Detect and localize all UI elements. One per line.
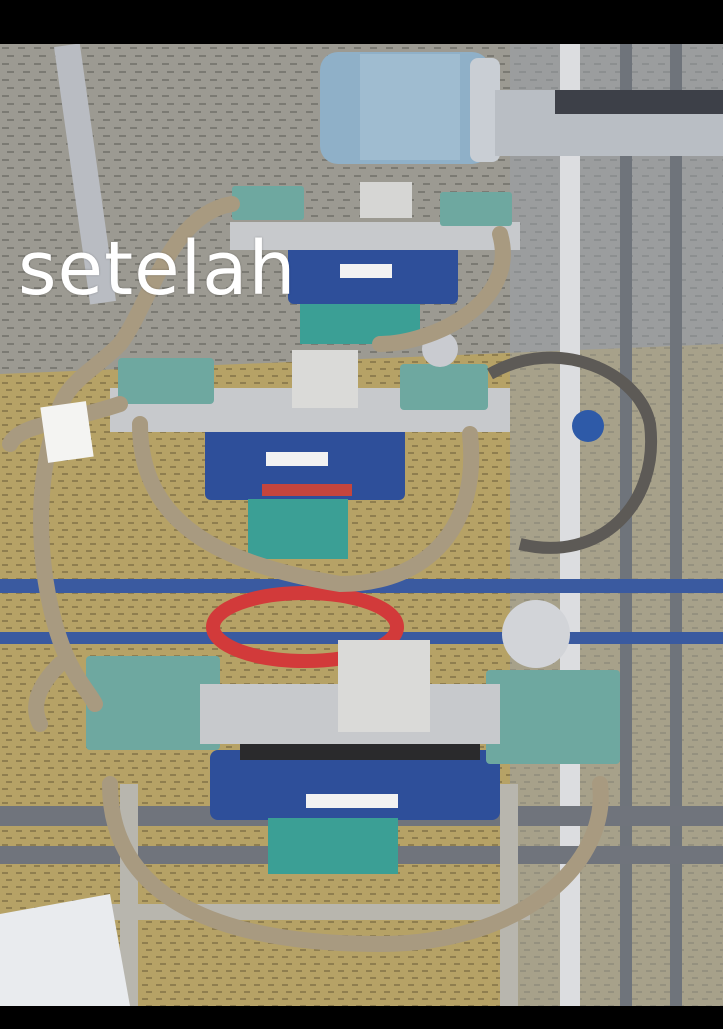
bottom-black-bar <box>0 1006 723 1029</box>
top-black-bar <box>0 0 723 44</box>
valve-assembly-photo <box>0 44 723 1006</box>
photo <box>0 44 723 1006</box>
blue-flange <box>572 410 604 442</box>
white-sack <box>0 894 130 1006</box>
base-leg-right <box>500 784 518 1006</box>
paper-tag <box>40 401 93 463</box>
caption-text: setelah <box>18 232 296 306</box>
